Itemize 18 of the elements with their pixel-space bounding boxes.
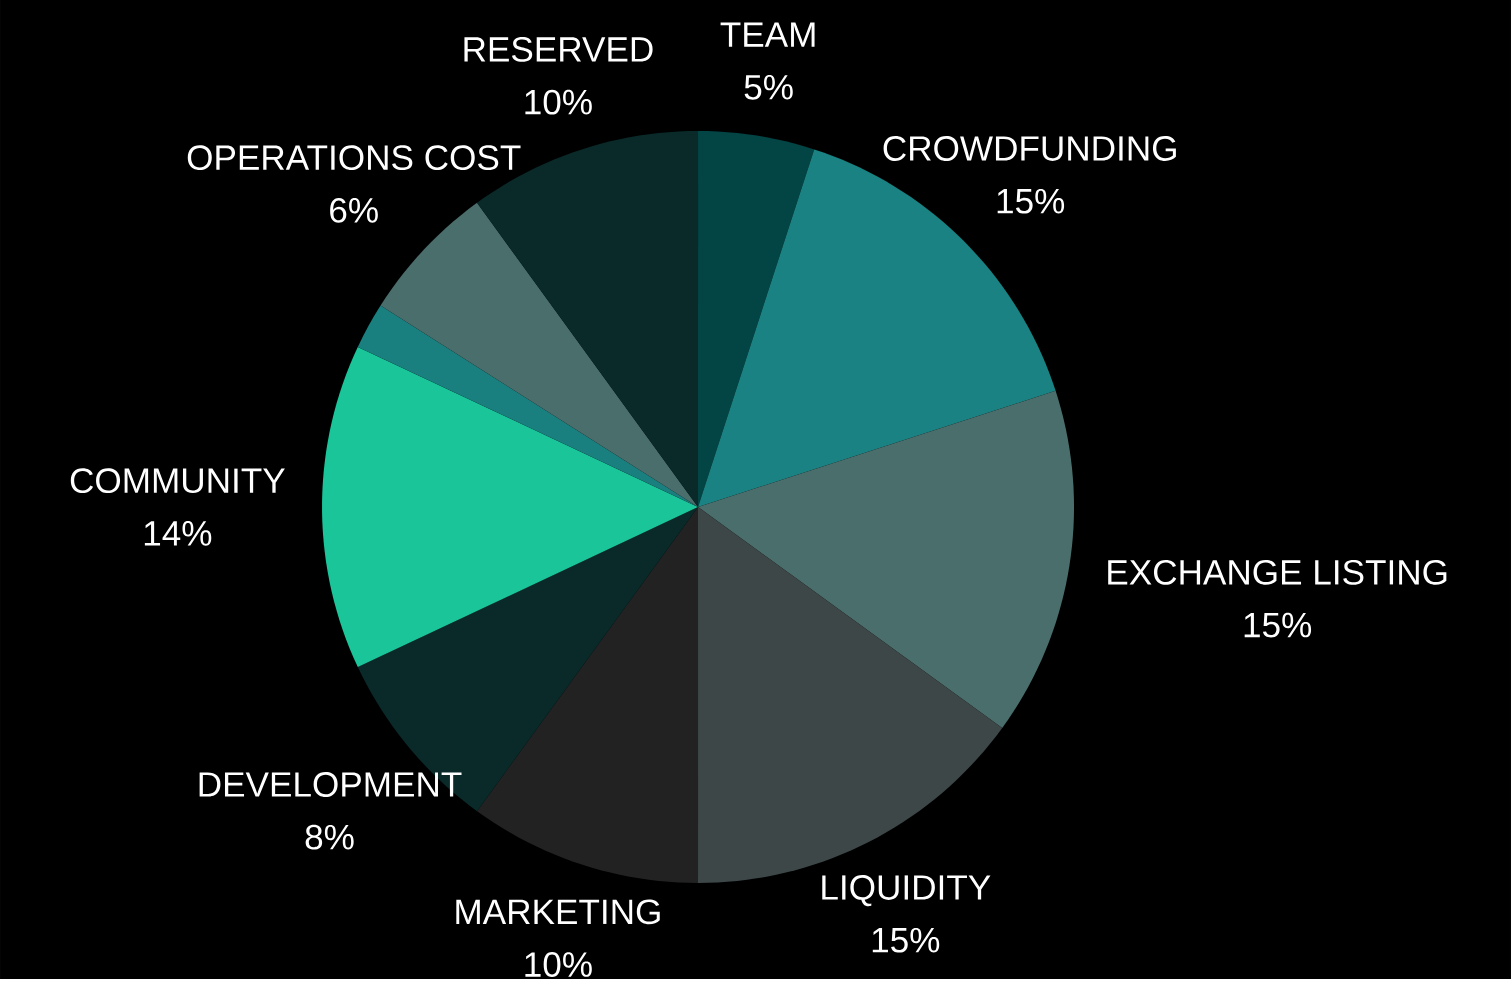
- data-label: 15%: [872, 927, 940, 953]
- slice-label: COMMUNITY: [70, 468, 285, 494]
- slice-label: LIQUIDITY: [822, 875, 991, 907]
- slice-label: TEAM: [720, 22, 815, 47]
- slice-label: CROWDFUNDING: [883, 136, 1176, 161]
- slice-label: EXCHANGE LISTING: [1108, 559, 1447, 585]
- slice-label: RESERVED: [464, 37, 653, 62]
- data-label: 15%: [1244, 612, 1312, 638]
- slice-label: DEVELOPMENT: [199, 772, 462, 797]
- data-label: 15%: [997, 188, 1065, 214]
- data-label: 10%: [525, 89, 592, 115]
- data-label: 5%: [744, 75, 793, 100]
- slice-label: OPERATIONS COST: [187, 145, 521, 171]
- data-label: 14%: [144, 521, 212, 546]
- data-label: 6%: [330, 198, 378, 223]
- data-label: 10%: [525, 952, 592, 978]
- slice-label: MARKETING: [456, 899, 660, 925]
- data-label: 8%: [305, 824, 354, 850]
